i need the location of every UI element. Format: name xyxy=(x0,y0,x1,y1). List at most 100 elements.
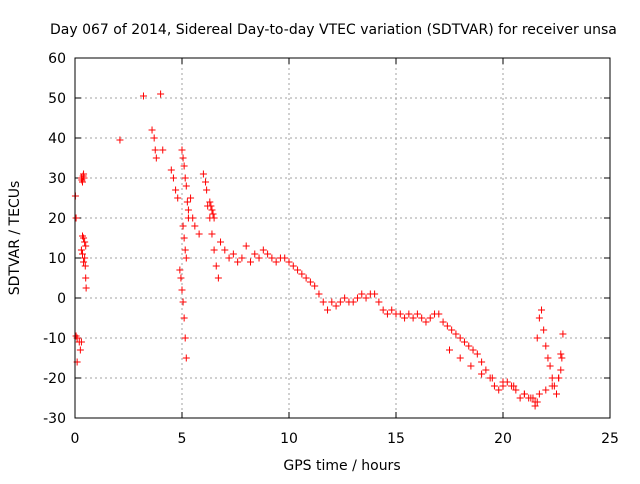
data-point xyxy=(225,254,233,262)
data-point xyxy=(81,262,89,270)
data-point xyxy=(180,162,188,170)
data-point xyxy=(328,298,336,306)
data-point xyxy=(495,386,503,394)
data-point xyxy=(375,298,383,306)
data-point xyxy=(469,346,477,354)
data-point xyxy=(371,290,379,298)
data-point xyxy=(538,306,546,314)
data-point xyxy=(208,230,216,238)
data-point xyxy=(179,222,187,230)
data-point xyxy=(207,202,215,210)
data-point xyxy=(426,314,434,322)
data-point xyxy=(467,362,475,370)
data-point xyxy=(78,178,86,186)
data-point xyxy=(341,294,349,302)
data-point xyxy=(172,186,180,194)
data-point xyxy=(512,386,520,394)
data-point xyxy=(229,250,237,258)
data-point xyxy=(180,234,188,242)
data-point xyxy=(82,284,90,292)
data-point xyxy=(473,350,481,358)
x-tick-label: 5 xyxy=(178,431,187,447)
data-point xyxy=(259,246,267,254)
data-point xyxy=(379,306,387,314)
data-point xyxy=(557,366,565,374)
data-point xyxy=(553,390,560,398)
y-tick-label: 20 xyxy=(48,211,66,227)
data-point xyxy=(456,334,464,342)
data-point xyxy=(465,342,473,350)
data-point xyxy=(443,322,451,330)
data-point xyxy=(413,310,421,318)
data-point xyxy=(77,338,85,346)
data-point xyxy=(319,298,327,306)
data-point xyxy=(478,358,486,366)
data-point xyxy=(396,310,404,318)
data-point xyxy=(482,366,490,374)
data-point xyxy=(167,166,175,174)
y-tick-label: -20 xyxy=(43,371,66,387)
data-point xyxy=(510,382,518,390)
data-point xyxy=(151,146,159,154)
data-point xyxy=(557,350,565,358)
data-point xyxy=(544,354,552,362)
data-point xyxy=(189,214,197,222)
data-point xyxy=(184,206,192,214)
data-point xyxy=(264,250,272,258)
data-point xyxy=(456,354,464,362)
y-axis-label: SDTVAR / TECUs xyxy=(7,181,23,296)
data-point xyxy=(448,326,456,334)
data-point xyxy=(435,310,443,318)
data-point xyxy=(72,214,80,222)
data-point xyxy=(353,294,361,302)
x-tick-label: 25 xyxy=(601,431,619,447)
data-point xyxy=(234,258,242,266)
data-point xyxy=(181,334,189,342)
data-point xyxy=(202,178,210,186)
points-layer xyxy=(71,90,567,410)
data-point xyxy=(81,254,89,262)
data-point xyxy=(520,390,528,398)
data-point xyxy=(302,274,310,282)
data-point xyxy=(182,254,190,262)
data-point xyxy=(148,126,156,134)
data-point xyxy=(157,90,165,98)
data-point xyxy=(159,146,167,154)
data-point xyxy=(176,266,184,274)
data-point xyxy=(446,346,453,354)
y-tick-label: -30 xyxy=(43,411,66,427)
data-point xyxy=(439,318,447,326)
data-point xyxy=(195,230,203,238)
data-point xyxy=(217,238,225,246)
data-point xyxy=(332,302,340,310)
data-point xyxy=(418,314,426,322)
x-tick-label: 10 xyxy=(280,431,298,447)
data-point xyxy=(499,378,507,386)
y-tick-label: 40 xyxy=(48,131,66,147)
plot-frame xyxy=(74,57,611,419)
data-point xyxy=(210,214,218,222)
data-point xyxy=(358,290,366,298)
y-tick-label: 60 xyxy=(48,51,66,67)
data-point xyxy=(285,258,293,266)
data-point xyxy=(558,354,566,362)
data-point xyxy=(306,278,314,286)
data-point xyxy=(182,182,190,190)
data-point xyxy=(255,254,263,262)
y-tick-label: 50 xyxy=(48,91,66,107)
data-point xyxy=(527,394,535,402)
data-point xyxy=(206,198,214,206)
data-point xyxy=(535,314,543,322)
data-point xyxy=(281,254,289,262)
data-point xyxy=(533,334,541,342)
data-point xyxy=(452,330,460,338)
data-point xyxy=(178,286,186,294)
data-point xyxy=(177,274,185,282)
data-point xyxy=(116,136,124,144)
data-point xyxy=(179,154,187,162)
data-point xyxy=(208,206,216,214)
data-point xyxy=(542,386,550,394)
data-point xyxy=(488,374,496,382)
data-point xyxy=(401,314,409,322)
